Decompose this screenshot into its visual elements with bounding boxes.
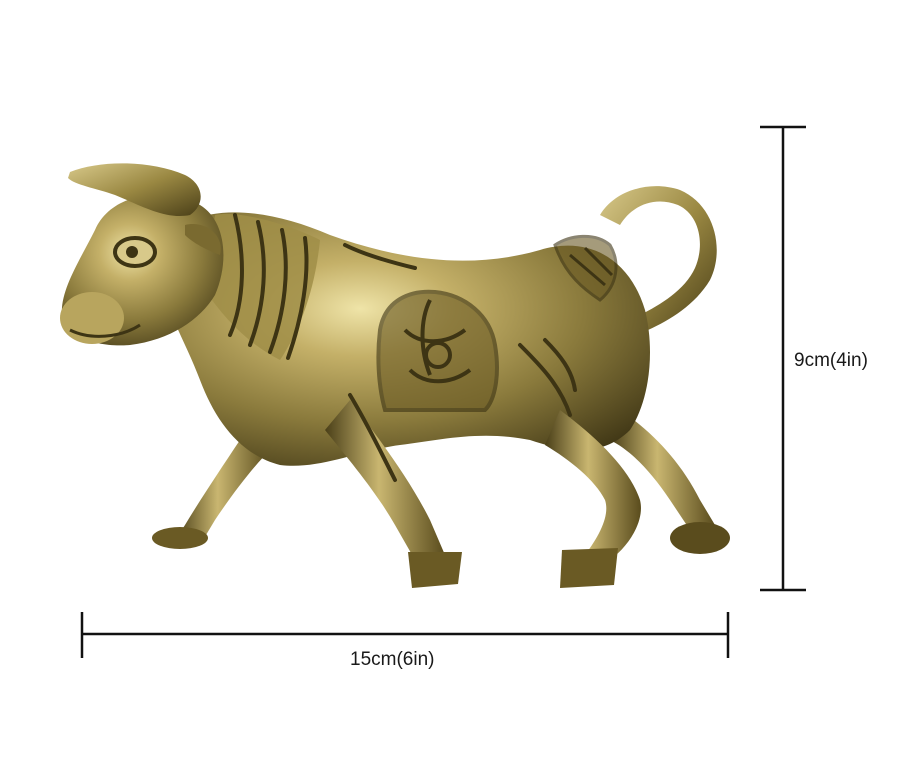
height-dimension — [760, 125, 806, 592]
width-label: 15cm(6in) — [350, 649, 435, 670]
tail — [600, 186, 717, 330]
near-front-hoof — [408, 552, 462, 588]
far-front-leg — [175, 440, 270, 545]
flank-engraving — [376, 289, 499, 412]
body-contours — [343, 243, 577, 482]
far-hind-hoof — [670, 522, 730, 554]
pupil — [126, 246, 138, 258]
horn — [68, 163, 201, 216]
near-hind-leg — [545, 410, 641, 560]
near-hind-hoof — [560, 548, 618, 588]
far-front-hoof — [152, 527, 208, 549]
width-dimension — [80, 612, 730, 658]
height-label: 9cm(4in) — [794, 350, 868, 371]
bull-figurine — [60, 163, 730, 588]
mouth-line — [69, 323, 141, 338]
far-hind-leg — [610, 410, 715, 530]
ear — [185, 224, 221, 255]
rump-engraving — [553, 234, 618, 302]
neck-fold-lines — [228, 213, 309, 360]
near-front-leg — [325, 400, 445, 560]
